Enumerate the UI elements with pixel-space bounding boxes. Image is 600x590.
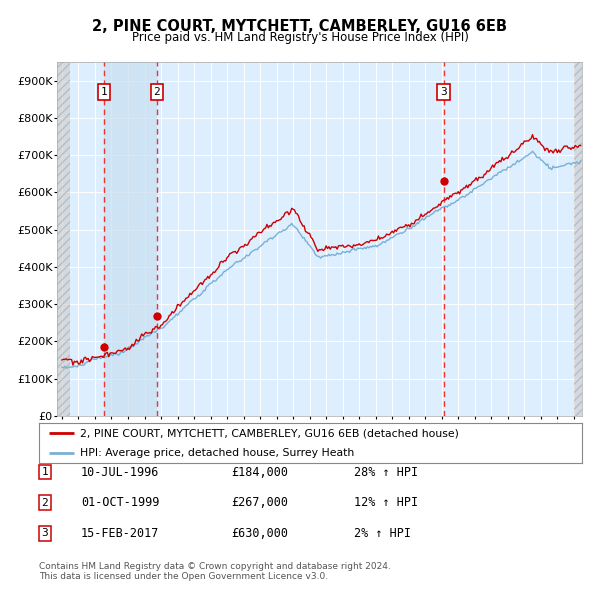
Text: HPI: Average price, detached house, Surrey Heath: HPI: Average price, detached house, Surr… [80,448,354,458]
Bar [104,62,157,416]
Text: Contains HM Land Registry data © Crown copyright and database right 2024.
This d: Contains HM Land Registry data © Crown c… [39,562,391,581]
Text: 1: 1 [41,467,49,477]
Text: 15-FEB-2017: 15-FEB-2017 [81,527,160,540]
Text: 2: 2 [154,87,160,97]
Text: 28% ↑ HPI: 28% ↑ HPI [354,466,418,478]
Text: 10-JUL-1996: 10-JUL-1996 [81,466,160,478]
Text: 2: 2 [41,498,49,507]
Text: 01-OCT-1999: 01-OCT-1999 [81,496,160,509]
Text: £184,000: £184,000 [231,466,288,478]
Text: 3: 3 [440,87,447,97]
Text: £267,000: £267,000 [231,496,288,509]
Text: 1: 1 [101,87,107,97]
Text: 2, PINE COURT, MYTCHETT, CAMBERLEY, GU16 6EB: 2, PINE COURT, MYTCHETT, CAMBERLEY, GU16… [92,19,508,34]
Text: £630,000: £630,000 [231,527,288,540]
Text: 3: 3 [41,529,49,538]
Text: Price paid vs. HM Land Registry's House Price Index (HPI): Price paid vs. HM Land Registry's House … [131,31,469,44]
Text: 2% ↑ HPI: 2% ↑ HPI [354,527,411,540]
Text: 12% ↑ HPI: 12% ↑ HPI [354,496,418,509]
Text: 2, PINE COURT, MYTCHETT, CAMBERLEY, GU16 6EB (detached house): 2, PINE COURT, MYTCHETT, CAMBERLEY, GU16… [80,428,458,438]
